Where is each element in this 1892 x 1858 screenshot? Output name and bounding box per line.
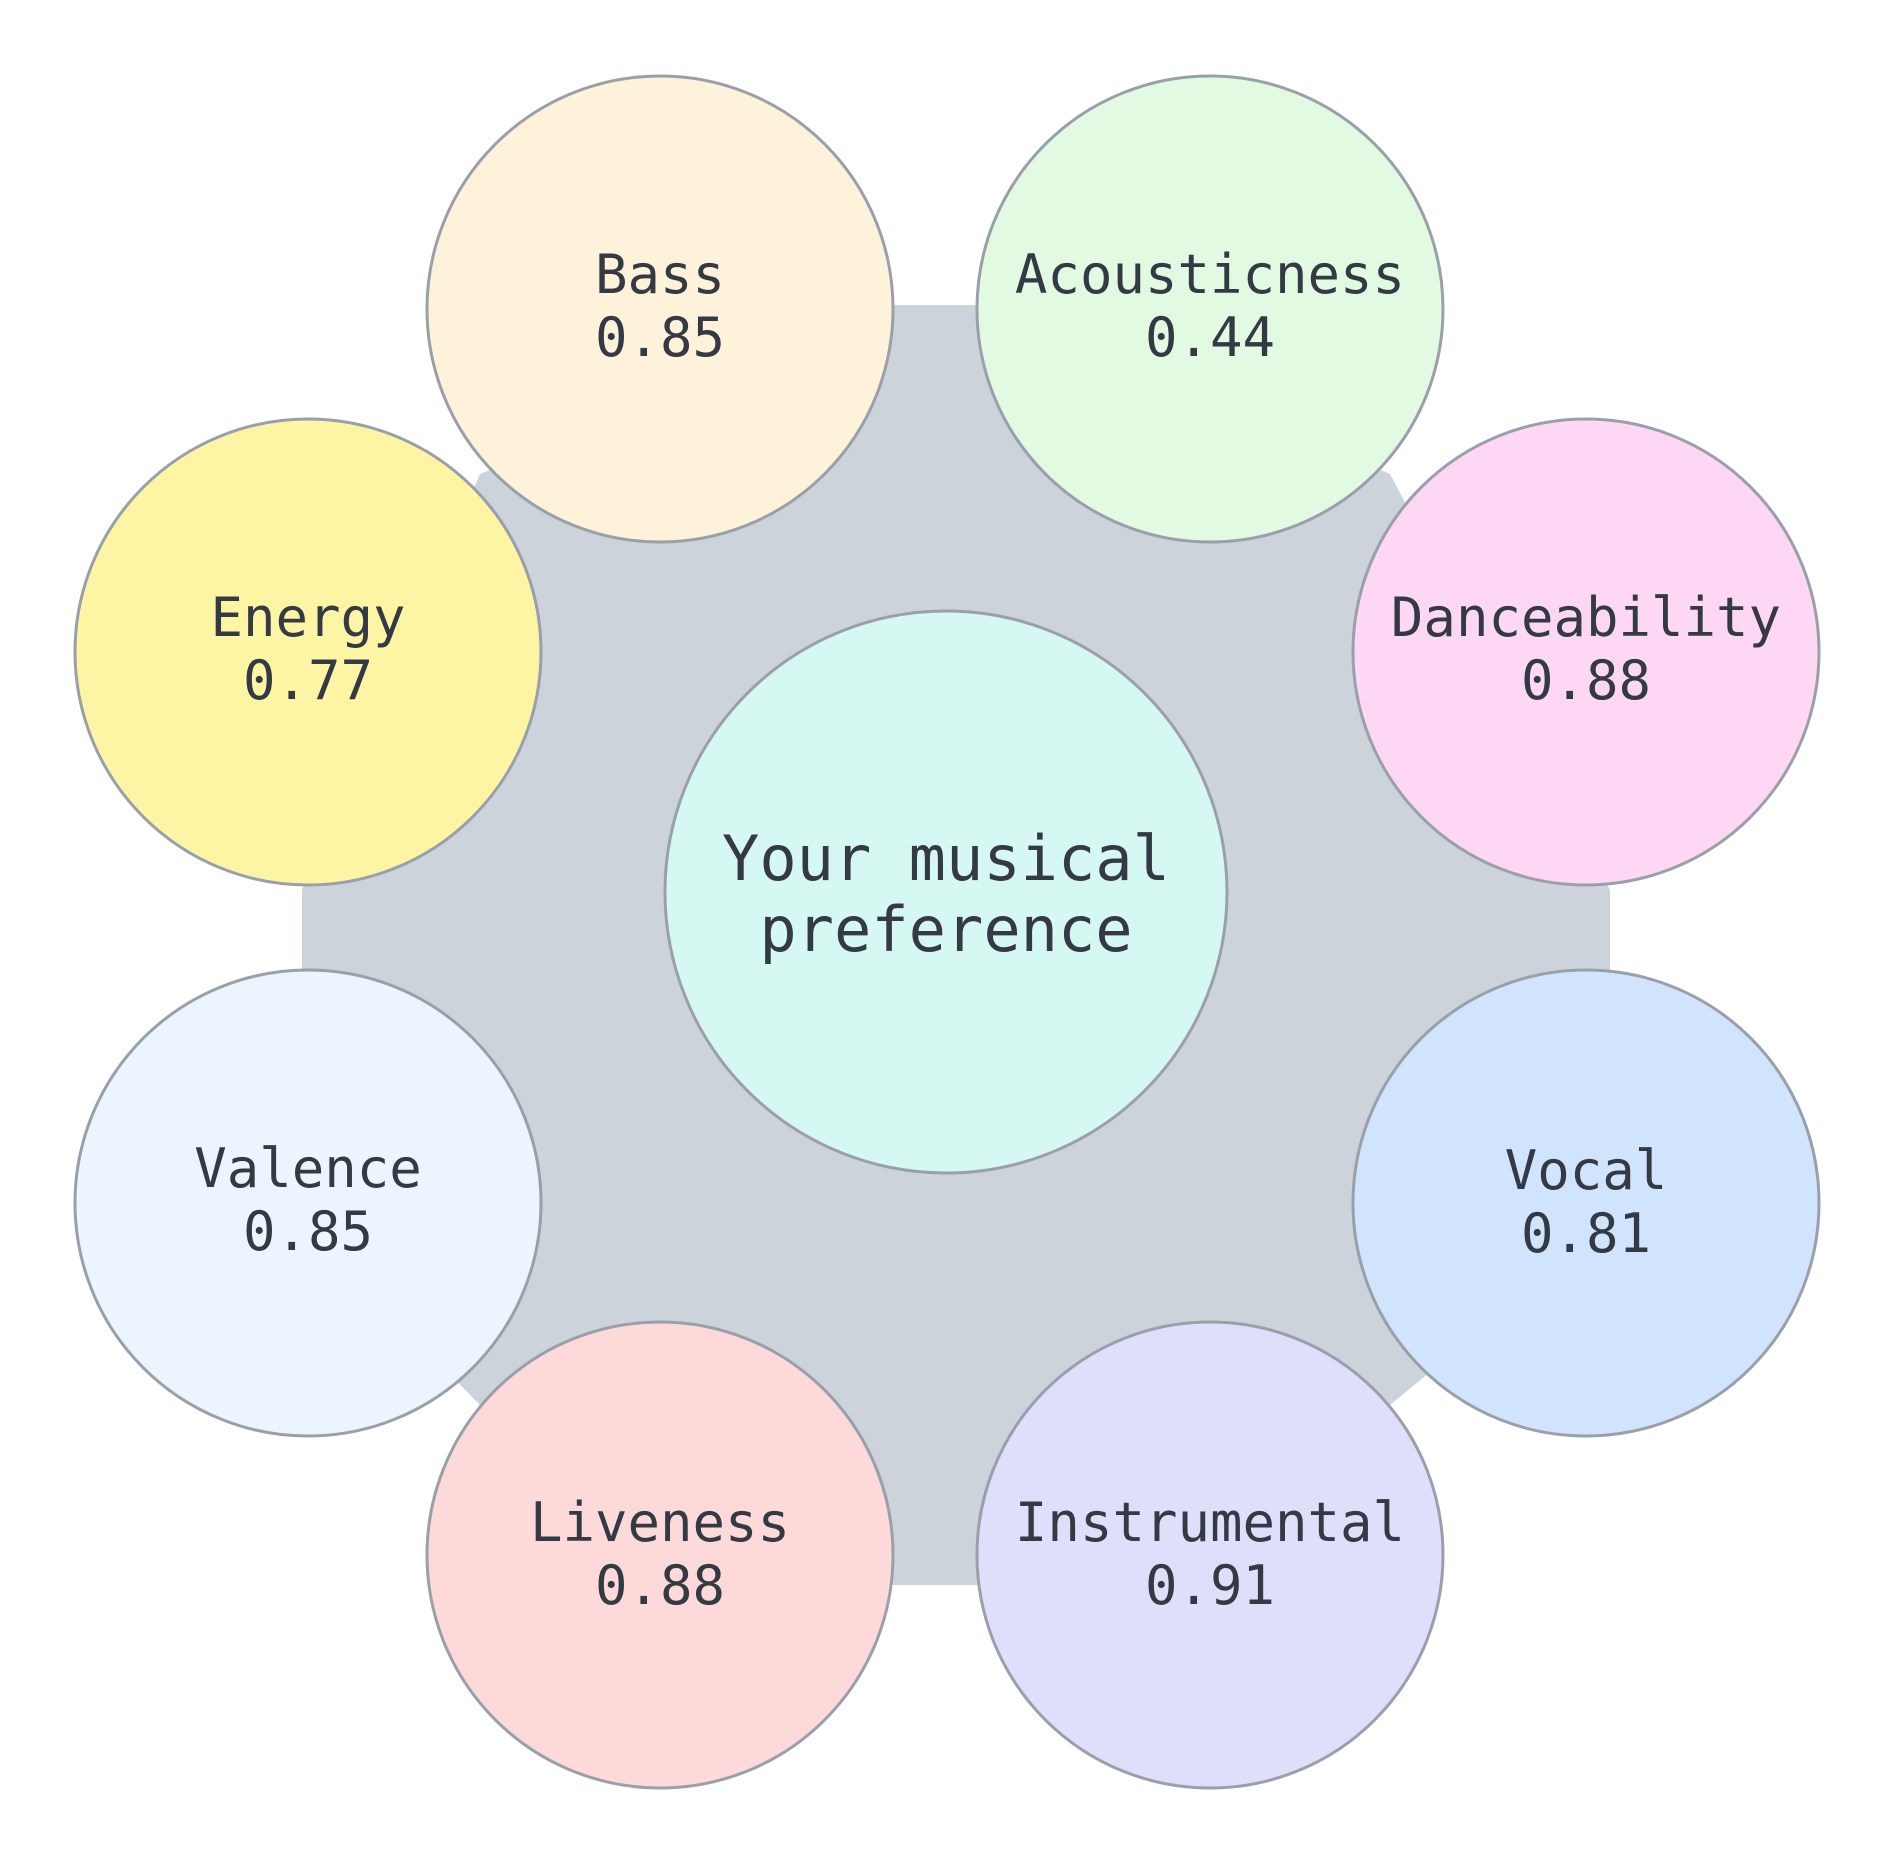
- feature-circle: [1351, 968, 1821, 1438]
- feature-value: 0.81: [1521, 1202, 1651, 1265]
- feature-node-danceability: Danceability 0.88: [1351, 417, 1821, 887]
- feature-value: 0.85: [595, 306, 725, 369]
- center-circle: [663, 609, 1229, 1175]
- center-label-line1: Your musical: [722, 822, 1170, 895]
- center-label-line2: preference: [759, 893, 1132, 966]
- feature-node-bass: Bass 0.85: [425, 74, 895, 544]
- feature-value: 0.77: [243, 649, 373, 712]
- feature-label: Bass: [595, 243, 725, 306]
- feature-value: 0.85: [243, 1200, 373, 1263]
- feature-value: 0.88: [1521, 649, 1651, 712]
- feature-node-vocal: Vocal 0.81: [1351, 968, 1821, 1438]
- feature-circle: [73, 968, 543, 1438]
- feature-label: Liveness: [530, 1491, 790, 1554]
- feature-circle: [73, 417, 543, 887]
- feature-node-acousticness: Acousticness 0.44: [975, 74, 1445, 544]
- feature-node-valence: Valence 0.85: [73, 968, 543, 1438]
- feature-circle: [975, 1320, 1445, 1790]
- feature-circle: [975, 74, 1445, 544]
- feature-label: Valence: [194, 1137, 422, 1200]
- feature-label: Acousticness: [1015, 243, 1405, 306]
- feature-node-liveness: Liveness 0.88: [425, 1320, 895, 1790]
- feature-value: 0.44: [1145, 306, 1275, 369]
- feature-circle: [1351, 417, 1821, 887]
- feature-value: 0.88: [595, 1554, 725, 1617]
- center-node: Your musical preference: [663, 609, 1229, 1175]
- feature-circle: [425, 1320, 895, 1790]
- feature-label: Vocal: [1505, 1139, 1668, 1202]
- feature-nodes: Bass 0.85 Acousticness 0.44 Danceability…: [73, 74, 1821, 1790]
- feature-label: Instrumental: [1015, 1491, 1405, 1554]
- feature-label: Danceability: [1391, 586, 1781, 649]
- feature-value: 0.91: [1145, 1554, 1275, 1617]
- feature-circle: [425, 74, 895, 544]
- feature-node-energy: Energy 0.77: [73, 417, 543, 887]
- feature-label: Energy: [210, 586, 405, 649]
- feature-node-instrumental: Instrumental 0.91: [975, 1320, 1445, 1790]
